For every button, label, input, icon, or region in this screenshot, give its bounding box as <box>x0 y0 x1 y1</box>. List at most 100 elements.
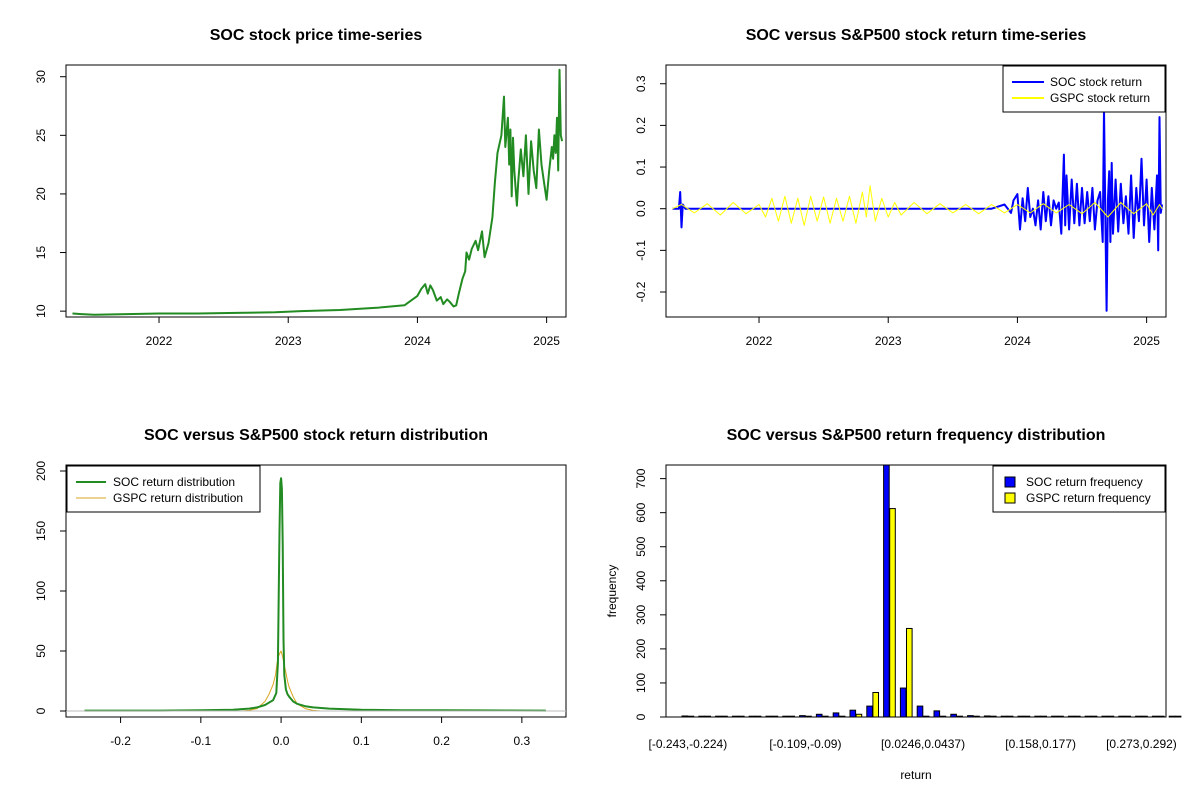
bar-soc <box>1135 715 1142 718</box>
bar-gspc <box>738 715 745 718</box>
x-tick-label: 2025 <box>533 334 560 348</box>
bar-gspc <box>1174 715 1182 718</box>
y-tick-label: 600 <box>634 502 648 522</box>
x-tick-label: 0.1 <box>353 734 370 748</box>
y-tick-label: 400 <box>634 570 648 590</box>
bar-gspc <box>956 715 964 718</box>
y-tick-label: 10 <box>34 304 48 318</box>
bar-soc <box>715 715 722 718</box>
y-tick-label: 30 <box>34 70 48 84</box>
legend-box <box>992 465 1166 513</box>
bar-gspc <box>922 715 930 718</box>
bar-gspc <box>1158 715 1165 718</box>
bar-soc <box>1101 715 1109 718</box>
bar-soc <box>983 715 991 718</box>
x-tick-label: -0.1 <box>190 734 211 748</box>
bar-soc <box>748 715 756 718</box>
plot-marks <box>66 477 566 712</box>
legend-label-gspc: GSPC stock return <box>1050 91 1150 105</box>
y-tick-label: 0.3 <box>634 75 648 92</box>
x-tick-label: 2024 <box>1004 334 1031 348</box>
bar-soc <box>1000 715 1008 718</box>
bar-gspc <box>1074 715 1081 718</box>
legend-swatch-gspc <box>1004 492 1016 504</box>
bar-gspc <box>1040 715 1048 718</box>
plot-marks <box>681 464 1182 718</box>
series-line-1 <box>84 477 546 712</box>
legend: SOC stock return GSPC stock return <box>1002 65 1166 113</box>
bar-soc <box>849 709 857 718</box>
bar-soc <box>967 715 974 718</box>
bar-soc <box>933 710 941 718</box>
bar-soc <box>1118 715 1125 718</box>
legend-label-gspc: GSPC return frequency <box>1026 491 1151 505</box>
bar-soc <box>1051 715 1058 718</box>
y-tick-label: 50 <box>34 644 48 658</box>
legend-label-soc: SOC return frequency <box>1026 475 1143 489</box>
bar-soc <box>765 715 773 718</box>
bar-soc <box>866 705 873 718</box>
x-tick-label: 0.2 <box>433 734 450 748</box>
bar-gspc <box>788 715 796 718</box>
bar-soc <box>1034 715 1041 718</box>
panel-return-distribution: SOC versus S&P500 stock return distribut… <box>34 427 567 748</box>
bar-soc <box>782 715 789 718</box>
bar-soc <box>731 715 739 718</box>
bar-gspc <box>1107 715 1115 718</box>
series-line-0 <box>240 650 322 712</box>
x-axis-label: return <box>900 768 931 782</box>
y-tick-label: 300 <box>634 605 648 625</box>
bar-gspc <box>855 713 863 718</box>
bar-soc <box>899 687 907 718</box>
bar-soc <box>883 464 890 718</box>
panel-title: SOC stock price time-series <box>210 27 423 44</box>
x-tick-label: [0.273,0.292) <box>1106 737 1177 751</box>
y-tick-label: -0.2 <box>634 281 648 302</box>
x-tick-label: 2024 <box>404 334 431 348</box>
panel-price-time-series: SOC stock price time-series 2022 2023 2024… <box>34 27 567 348</box>
bar-soc <box>916 705 924 718</box>
bar-gspc <box>906 627 913 718</box>
x-tick-label: 2025 <box>1133 334 1160 348</box>
y-axis-label: frequency <box>605 565 619 618</box>
bar-soc <box>950 713 957 718</box>
bar-gspc <box>990 715 997 718</box>
x-tick-label: 2023 <box>875 334 902 348</box>
bar-gspc <box>1057 715 1064 718</box>
panel-title: SOC versus S&P500 stock return distribut… <box>144 427 488 444</box>
bar-gspc <box>1090 715 1098 718</box>
y-tick-label: 500 <box>634 536 648 556</box>
panel-title: SOC versus S&P500 return frequency distr… <box>727 427 1106 444</box>
x-tick-label: [0.158,0.177) <box>1005 737 1076 751</box>
x-axis: 2022 2023 2024 2025 <box>146 316 560 348</box>
legend-label-gspc: GSPC return distribution <box>113 491 243 505</box>
x-tick-label: 0.0 <box>273 734 290 748</box>
y-axis: 0 50 100 150 200 <box>34 461 67 714</box>
bar-gspc <box>1124 715 1132 718</box>
legend: SOC return frequency GSPC return frequen… <box>992 465 1166 513</box>
y-axis: 10 15 20 25 30 <box>34 70 67 318</box>
bar-soc <box>1151 715 1159 718</box>
legend-swatch-soc <box>1004 476 1016 488</box>
bar-gspc <box>939 715 947 718</box>
y-tick-label: 0.1 <box>634 158 648 175</box>
y-tick-label: 700 <box>634 468 648 488</box>
x-tick-label: 2022 <box>146 334 173 348</box>
plot-marks <box>672 107 1164 312</box>
bar-soc <box>1017 715 1025 718</box>
y-tick-label: 200 <box>634 639 648 659</box>
panel-return-time-series: SOC versus S&P500 stock return time-seri… <box>634 27 1167 348</box>
bar-gspc <box>889 508 896 718</box>
bar-gspc <box>1141 715 1148 718</box>
bar-gspc <box>1006 715 1014 718</box>
x-tick-label: 2023 <box>275 334 302 348</box>
bar-gspc <box>822 715 829 718</box>
y-tick-label: 0 <box>634 713 648 720</box>
y-tick-label: 100 <box>634 673 648 693</box>
x-axis: 2022 2023 2024 2025 <box>746 316 1160 348</box>
legend: SOC return distribution GSPC return dist… <box>66 465 261 513</box>
bar-gspc <box>687 715 695 718</box>
legend-label-soc: SOC stock return <box>1050 75 1142 89</box>
